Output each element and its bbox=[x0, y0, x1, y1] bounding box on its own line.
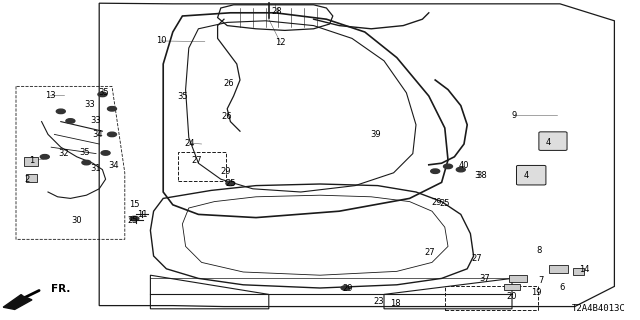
Text: 33: 33 bbox=[91, 116, 101, 124]
Text: 39: 39 bbox=[371, 130, 381, 139]
Text: 24: 24 bbox=[184, 139, 195, 148]
Text: 37: 37 bbox=[479, 274, 490, 283]
Text: 8: 8 bbox=[537, 246, 542, 255]
Bar bbox=[509, 275, 527, 282]
Bar bbox=[573, 268, 584, 275]
Text: 2: 2 bbox=[24, 175, 29, 184]
Text: 27: 27 bbox=[425, 248, 435, 257]
Text: 38: 38 bbox=[476, 171, 486, 180]
Text: 12: 12 bbox=[275, 38, 285, 47]
Text: 28: 28 bbox=[271, 7, 282, 16]
Text: FR.: FR. bbox=[51, 284, 70, 294]
Text: 31: 31 bbox=[91, 164, 101, 173]
Circle shape bbox=[40, 155, 49, 159]
Text: 35: 35 bbox=[99, 88, 109, 97]
Circle shape bbox=[444, 164, 452, 169]
Text: 10: 10 bbox=[156, 36, 166, 45]
Text: 25: 25 bbox=[225, 179, 236, 188]
Circle shape bbox=[108, 107, 116, 111]
Text: 35: 35 bbox=[79, 148, 90, 157]
Text: 1: 1 bbox=[29, 156, 35, 164]
Text: 6: 6 bbox=[559, 283, 564, 292]
Circle shape bbox=[130, 216, 139, 221]
Text: 14: 14 bbox=[579, 265, 589, 274]
Text: 34: 34 bbox=[109, 161, 119, 170]
Text: 18: 18 bbox=[390, 300, 401, 308]
Circle shape bbox=[66, 119, 75, 123]
Circle shape bbox=[341, 286, 350, 290]
Circle shape bbox=[108, 132, 116, 137]
Text: 33: 33 bbox=[84, 100, 95, 108]
FancyBboxPatch shape bbox=[539, 132, 567, 150]
Polygon shape bbox=[3, 295, 32, 309]
Text: 13: 13 bbox=[45, 91, 55, 100]
FancyBboxPatch shape bbox=[516, 165, 546, 185]
Circle shape bbox=[226, 181, 235, 186]
Text: 32: 32 bbox=[59, 149, 69, 158]
Text: 29: 29 bbox=[220, 167, 230, 176]
Text: T2A4B4013C: T2A4B4013C bbox=[572, 304, 626, 313]
Text: 7: 7 bbox=[538, 276, 543, 285]
Bar bbox=[549, 265, 568, 273]
Circle shape bbox=[456, 167, 465, 172]
Text: 9: 9 bbox=[511, 111, 516, 120]
Text: 30: 30 bbox=[72, 216, 82, 225]
Text: 11: 11 bbox=[137, 210, 147, 219]
Circle shape bbox=[431, 169, 440, 173]
Circle shape bbox=[101, 151, 110, 155]
Text: 34: 34 bbox=[92, 130, 102, 139]
Bar bbox=[24, 157, 38, 166]
Text: 40: 40 bbox=[459, 161, 469, 170]
Text: 19: 19 bbox=[531, 288, 541, 297]
Text: 25: 25 bbox=[440, 199, 450, 208]
Circle shape bbox=[56, 109, 65, 114]
Text: 27: 27 bbox=[192, 156, 202, 165]
Text: 20: 20 bbox=[507, 292, 517, 301]
Bar bbox=[26, 174, 37, 182]
Bar bbox=[504, 284, 520, 290]
Text: 35: 35 bbox=[177, 92, 188, 101]
Text: 4: 4 bbox=[524, 171, 529, 180]
Text: 27: 27 bbox=[472, 254, 482, 263]
Text: 29: 29 bbox=[431, 198, 442, 207]
Circle shape bbox=[98, 92, 107, 97]
Circle shape bbox=[82, 160, 91, 165]
Text: 25: 25 bbox=[128, 216, 138, 225]
Bar bbox=[445, 286, 538, 310]
Text: 26: 26 bbox=[222, 112, 232, 121]
Text: 23: 23 bbox=[374, 297, 384, 306]
Text: 4: 4 bbox=[546, 138, 551, 147]
Text: 15: 15 bbox=[129, 200, 140, 209]
Text: 26: 26 bbox=[224, 79, 234, 88]
Bar bbox=[178, 152, 226, 181]
Text: 29: 29 bbox=[342, 284, 353, 293]
Text: 3: 3 bbox=[474, 171, 479, 180]
